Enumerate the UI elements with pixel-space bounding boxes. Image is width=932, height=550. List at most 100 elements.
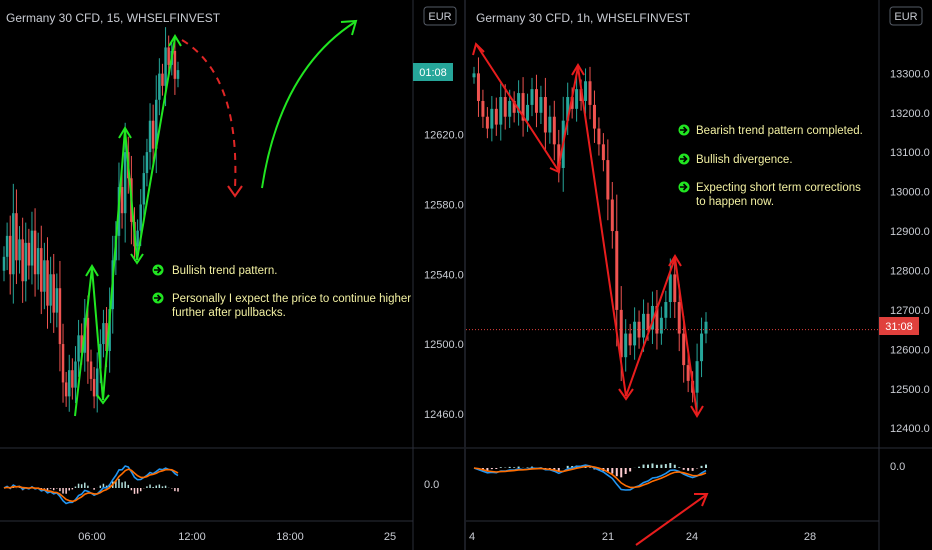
right-note-1: Bearish trend pattern completed. [678,124,863,137]
right-arrow-head-6 [690,405,704,418]
signal-line [3,468,179,503]
candle-body [584,81,588,101]
right-currency-label: EUR [894,11,917,23]
candle-body [176,70,180,79]
candle-body [71,370,74,388]
candle-body [151,120,155,149]
right-chart-title: Germany 30 CFD, 1h, WHSELFINVEST [476,11,691,25]
left-oscillator [3,465,179,505]
candle-body [123,152,127,214]
candle-body [102,323,105,345]
candle-body [499,97,503,125]
x-tick-label: 06:00 [78,531,106,543]
y-tick-label: 12700.0 [890,305,930,317]
candle-body [68,370,71,397]
candle-body [58,288,62,345]
candle-body [142,173,146,205]
right-note-2: Bullish divergence. [678,153,793,166]
right-y-axis: 12400.0 12500.0 12600.0 12700.0 12800.0 12900… [890,68,930,435]
candle-body [49,274,52,306]
right-candles [472,57,708,411]
candle-body [55,288,59,313]
candle-body [637,321,641,338]
candle-body [173,50,177,79]
right-arrow-head-5 [668,254,682,267]
candle-body [597,128,601,145]
candle-body [485,116,489,129]
left-x-axis: 06:00 12:00 18:00 25 [78,531,396,543]
panel-divider [464,0,466,550]
right-chart-svg[interactable]: Germany 30 CFD, 1h, WHSELFINVEST EUR 124… [466,0,932,550]
y-tick-label: 12500.0 [890,384,930,396]
candle-body [139,204,142,231]
right-note-2-text: Bullish divergence. [696,154,793,166]
left-currency-label: EUR [428,11,451,23]
candle-body [86,317,90,362]
right-oscillator [473,462,707,491]
right-price-tag: 31:08 [879,317,919,335]
candle-body [619,309,623,358]
candle-body [148,120,152,153]
candle-body [646,313,650,330]
candle-body [570,97,574,109]
x-tick-label: 12:00 [178,531,206,543]
candle-body [575,89,579,109]
candle-body [695,361,699,393]
candle-body [40,248,43,292]
candle-body [659,317,663,334]
left-note-2: Personally I expect the price to continu… [152,292,411,319]
left-arrow-head-3 [118,126,132,139]
left-candles [2,27,180,413]
right-arrow-head-3 [571,63,585,76]
left-currency-badge[interactable]: EUR [423,6,457,26]
right-x-axis: 4 21 24 28 [469,531,816,543]
candle-body [615,231,619,310]
candle-body [27,242,31,266]
candle-body [668,274,672,303]
right-currency-badge[interactable]: EUR [889,6,923,26]
candle-body [18,239,21,261]
y-tick-label: 12600.0 [890,344,930,356]
right-divergence-line [635,494,707,546]
left-y-axis: 12460.0 12500.0 12540.0 12580.0 12620.0 [424,130,464,421]
y-tick-label: 12460.0 [424,409,464,421]
right-zigzag-line [475,43,698,415]
left-chart-panel[interactable]: Germany 30 CFD, 15, WHSELFINVEST EUR 124… [0,0,464,550]
right-chart-panel[interactable]: Germany 30 CFD, 1h, WHSELFINVEST EUR 124… [466,0,932,550]
candle-body [686,365,690,381]
candle-body [30,230,34,266]
candle-body [517,93,521,113]
x-tick-label: 21 [602,531,614,543]
candle-body [43,260,46,292]
right-trend-drawings [472,42,709,546]
candle-body [655,305,659,334]
left-chart-svg[interactable]: Germany 30 CFD, 15, WHSELFINVEST EUR 124… [0,0,464,550]
candle-body [704,321,708,334]
candle-body [588,81,592,105]
right-arrow-head-2 [549,161,561,174]
x-tick-label: 25 [384,531,396,543]
candle-body [682,333,686,366]
y-tick-label: 13000.0 [890,187,930,199]
candle-body [95,368,99,397]
candle-body [490,108,494,129]
candle-body [700,333,704,362]
candle-body [642,313,646,338]
left-pullback-arrow-head [227,185,243,198]
candle-body [77,335,80,362]
candle-body [61,344,65,383]
candle-body [164,47,167,86]
candle-body [628,333,632,346]
candle-body [557,144,561,168]
left-note-1-text: Bullish trend pattern. [172,265,277,277]
arrow-right-icon [678,181,690,193]
left-pullback-dashed [181,39,237,189]
candle-body [167,47,170,65]
candle-body [579,89,583,101]
candle-body [610,199,614,232]
candle-body [8,235,12,275]
y-tick-label: 13200.0 [890,108,930,120]
right-note-1-text: Bearish trend pattern completed. [696,125,863,137]
right-note-3-text: Expecting short term corrections to happ… [696,182,864,208]
candle-body [552,116,556,145]
